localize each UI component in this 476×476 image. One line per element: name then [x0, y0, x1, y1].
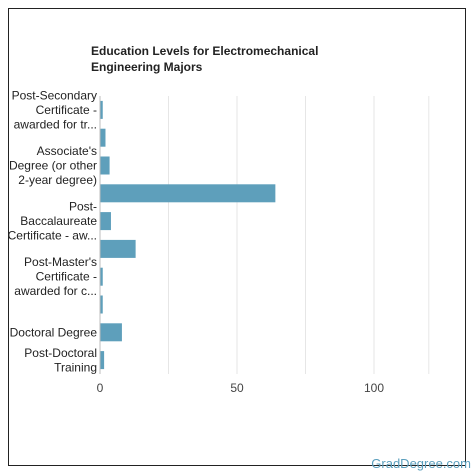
category-label: awarded for tr... — [14, 117, 97, 131]
chart-title: Education Levels for Electromechanical E… — [91, 44, 319, 74]
category-label: Certificate - — [36, 270, 97, 284]
category-label: 2-year degree) — [18, 173, 97, 187]
category-label: Post-Master's — [24, 255, 97, 269]
category-label: Certificate - — [36, 103, 97, 117]
x-tick-label: 100 — [364, 381, 384, 395]
category-label: Post-Doctoral — [24, 346, 97, 360]
bar — [100, 100, 103, 119]
category-label: awarded for c... — [14, 284, 97, 298]
category-label: Associate's — [37, 144, 97, 158]
bar — [100, 267, 103, 286]
bar — [100, 156, 110, 175]
category-label: Degree (or other — [9, 159, 97, 173]
category-label: Post- — [69, 200, 97, 214]
category-label: Baccalaureate — [20, 214, 97, 228]
bar — [100, 128, 106, 147]
x-tick-label: 50 — [230, 381, 244, 395]
bar — [100, 239, 136, 258]
bar — [100, 184, 276, 203]
category-label: Certificate - aw... — [8, 229, 97, 243]
bar — [100, 323, 122, 342]
bar — [100, 212, 111, 231]
bar — [100, 351, 105, 370]
x-tick-label: 0 — [97, 381, 104, 395]
category-label: Doctoral Degree — [10, 325, 98, 339]
category-label: Training — [54, 360, 97, 374]
bar — [100, 295, 103, 314]
watermark: GradDegree.com — [371, 456, 471, 471]
category-label: Post-Secondary — [12, 88, 97, 102]
